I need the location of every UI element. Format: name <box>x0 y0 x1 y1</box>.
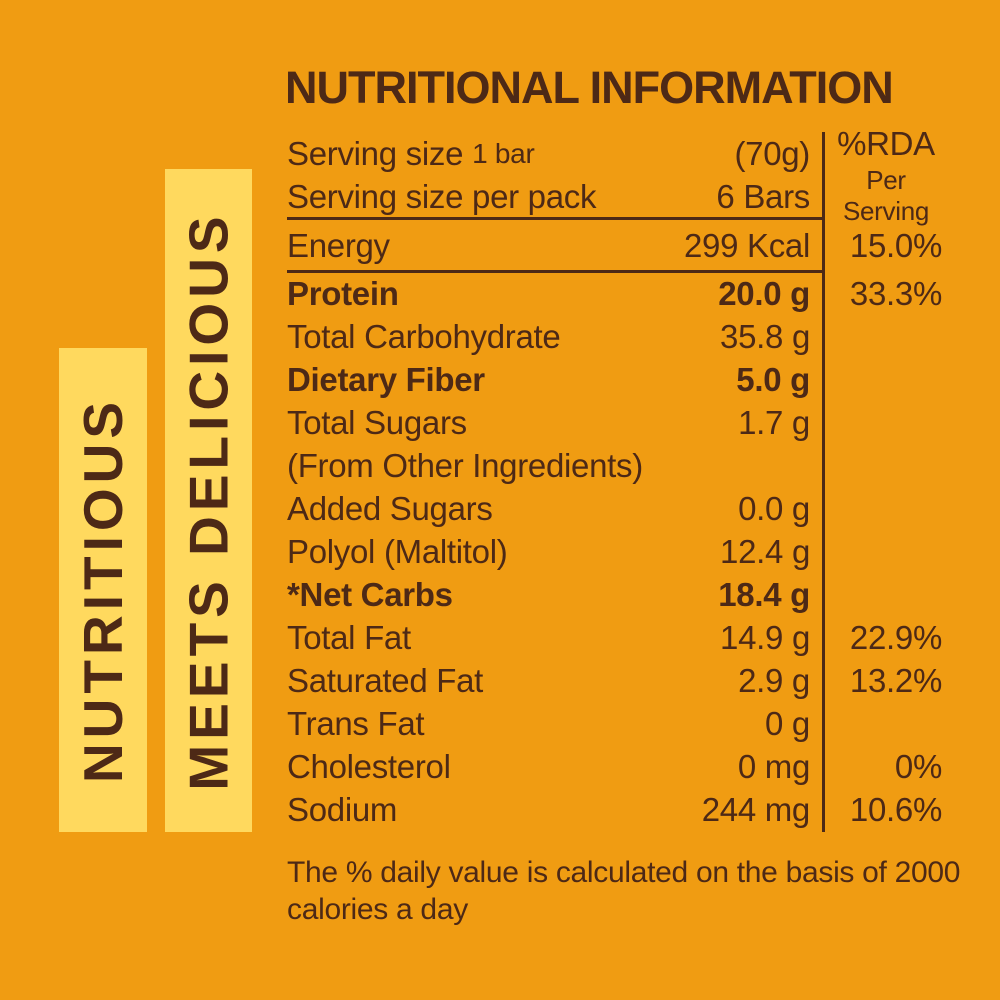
serving-size-label: Serving size <box>287 134 464 172</box>
nutrient-rows-slot: Protein 20.0 g 33.3% Total Carbohydrate … <box>287 272 950 832</box>
nutrient-row: Cholesterol 0 mg 0% <box>287 746 950 789</box>
nutrient-value: 2.9 g <box>738 662 810 700</box>
nutrient-row-left: Cholesterol 0 mg <box>287 748 822 786</box>
banner-nutritious: NUTRITIOUS <box>59 348 147 832</box>
nutrient-value: 20.0 g <box>718 274 810 312</box>
nutrient-label: Total Fat <box>287 619 411 657</box>
nutrient-row: Saturated Fat 2.9 g 13.2% <box>287 660 950 703</box>
nutrient-row: Protein 20.0 g 33.3% <box>287 272 950 315</box>
nutrient-label: Total Sugars <box>287 403 467 441</box>
nutrient-value: 299 Kcal <box>683 226 810 264</box>
banner-meets-delicious-label: MEETS DELICIOUS <box>177 210 240 791</box>
nutrient-row-left: Total Fat 14.9 g <box>287 619 822 657</box>
nutrient-value: 0 mg <box>737 748 810 786</box>
serving-per-pack-label: Serving size per pack <box>287 178 597 216</box>
serving-size-weight: (70g) <box>734 134 810 172</box>
nutrient-value: 12.4 g <box>720 533 810 570</box>
nutrient-row: Energy 299 Kcal 15.0% <box>287 219 950 272</box>
nutrient-row: (From Other Ingredients) <box>287 444 950 487</box>
rda-column-divider <box>822 132 825 832</box>
nutrient-rda-value: 10.6% <box>849 791 942 829</box>
nutrient-label: Saturated Fat <box>287 662 484 700</box>
nutrient-value: 244 mg <box>701 791 811 829</box>
nutrient-label: Polyol (Maltitol) <box>287 533 508 570</box>
nutrient-value: 35.8 g <box>720 317 810 355</box>
nutrient-row-left: (From Other Ingredients) <box>287 447 822 485</box>
nutrient-row-left: Energy 299 Kcal <box>287 227 822 265</box>
nutrient-row: *Net Carbs 18.4 g <box>287 574 950 617</box>
nutrient-rda-value: 33.3% <box>849 274 942 312</box>
nutrient-row-left: Dietary Fiber 5.0 g <box>287 361 822 399</box>
daily-value-footnote: The % daily value is calculated on the b… <box>287 854 960 928</box>
nutrient-rda-value: 22.9% <box>849 619 942 657</box>
banner-meets-delicious: MEETS DELICIOUS <box>165 169 252 832</box>
nutrient-label: *Net Carbs <box>287 576 453 614</box>
nutrient-value: 14.9 g <box>720 619 810 657</box>
nutrient-rda-value: 15.0% <box>849 226 942 264</box>
serving-per-pack-row: Serving size per pack 6 Bars <box>287 176 822 220</box>
nutrient-row: Added Sugars 0.0 g <box>287 487 950 530</box>
serving-size-amount: 1 bar <box>472 137 535 169</box>
nutrient-value: 0 g <box>765 705 810 743</box>
nutrient-row: Trans Fat 0 g <box>287 703 950 746</box>
nutrient-rda-value: 0% <box>894 748 942 786</box>
nutrient-row-left: Polyol (Maltitol) 12.4 g <box>287 533 822 571</box>
nutrient-label: Energy <box>287 226 390 264</box>
nutrient-label: Sodium <box>287 791 398 829</box>
nutrient-value: 18.4 g <box>718 576 810 614</box>
rda-column-header: %RDA Per Serving <box>822 125 950 226</box>
serving-per-pack-value: 6 Bars <box>716 178 810 216</box>
nutrient-value: 5.0 g <box>736 360 810 398</box>
banner-nutritious-label: NUTRITIOUS <box>72 396 135 784</box>
nutrient-row: Polyol (Maltitol) 12.4 g <box>287 530 950 573</box>
nutrient-row-left: Sodium 244 mg <box>287 791 822 829</box>
nutrient-row-left: Total Sugars 1.7 g <box>287 404 822 442</box>
nutrient-row: Dietary Fiber 5.0 g <box>287 358 950 401</box>
nutrient-row: Sodium 244 mg 10.6% <box>287 789 950 832</box>
serving-header-block: Serving size 1 bar (70g) Serving size pe… <box>287 125 950 226</box>
nutrition-title: NUTRITIONAL INFORMATION <box>285 62 894 113</box>
rda-header-subtitle: Per Serving <box>842 164 930 226</box>
nutrient-row: Total Sugars 1.7 g <box>287 401 950 444</box>
nutrient-label: Cholesterol <box>287 748 451 786</box>
energy-row-slot: Energy 299 Kcal 15.0% <box>287 219 950 272</box>
nutrient-row-left: Trans Fat 0 g <box>287 705 822 743</box>
nutrient-label: (From Other Ingredients) <box>287 446 643 484</box>
nutrient-value: 0.0 g <box>738 489 810 527</box>
nutrient-label: Added Sugars <box>287 489 493 527</box>
nutrition-table: Serving size 1 bar (70g) Serving size pe… <box>287 125 950 832</box>
nutrient-label: Total Carbohydrate <box>287 317 561 355</box>
nutrient-value: 1.7 g <box>738 403 810 441</box>
nutrient-row-left: *Net Carbs 18.4 g <box>287 576 822 614</box>
nutrient-label: Trans Fat <box>287 705 425 743</box>
footnote-line-2: calories a day <box>287 893 468 926</box>
serving-size-row: Serving size 1 bar (70g) <box>287 132 822 176</box>
nutrient-row-left: Total Carbohydrate 35.8 g <box>287 318 822 356</box>
nutrient-row-left: Saturated Fat 2.9 g <box>287 662 822 700</box>
footnote-line-1: The % daily value is calculated on the b… <box>287 856 961 889</box>
nutrient-label: Protein <box>287 274 399 312</box>
rda-header-title: %RDA <box>837 124 935 162</box>
nutrient-row: Total Fat 14.9 g 22.9% <box>287 617 950 660</box>
nutrient-row-left: Protein 20.0 g <box>287 275 822 313</box>
nutrient-row-left: Added Sugars 0.0 g <box>287 490 822 528</box>
nutrient-rda-value: 13.2% <box>849 662 942 700</box>
nutrient-row: Total Carbohydrate 35.8 g <box>287 315 950 358</box>
nutrient-label: Dietary Fiber <box>287 360 485 398</box>
divider-under-serving <box>287 217 822 220</box>
divider-under-energy <box>287 270 822 273</box>
